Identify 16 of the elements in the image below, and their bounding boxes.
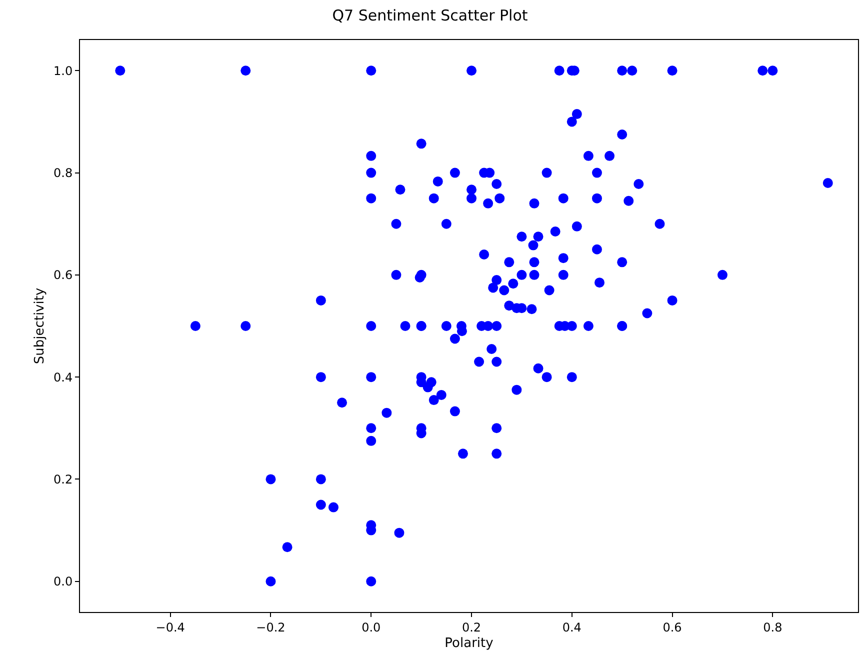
y-tick-label: 0.2 [54, 472, 73, 486]
y-tick-label: 0.4 [54, 370, 73, 384]
y-tick-label: 1.0 [54, 64, 73, 78]
x-tick-label: 0.2 [462, 620, 482, 634]
x-tick-label: 0.6 [662, 620, 682, 634]
x-tick-label: 0.0 [362, 620, 381, 634]
y-tick-label: 0.6 [54, 268, 73, 282]
y-axis-title: Subjectivity [32, 288, 48, 364]
x-tick-label: −0.2 [256, 620, 286, 634]
chart-title: Q7 Sentiment Scatter Plot [332, 6, 528, 25]
y-tick-label: 0.0 [54, 574, 73, 589]
x-tick-label: 0.4 [562, 620, 582, 634]
x-axis-title: Polarity [444, 636, 494, 651]
y-tick-label: 0.8 [54, 166, 73, 180]
x-tick-label: −0.4 [156, 620, 185, 634]
x-tick-label: 0.8 [763, 620, 782, 634]
